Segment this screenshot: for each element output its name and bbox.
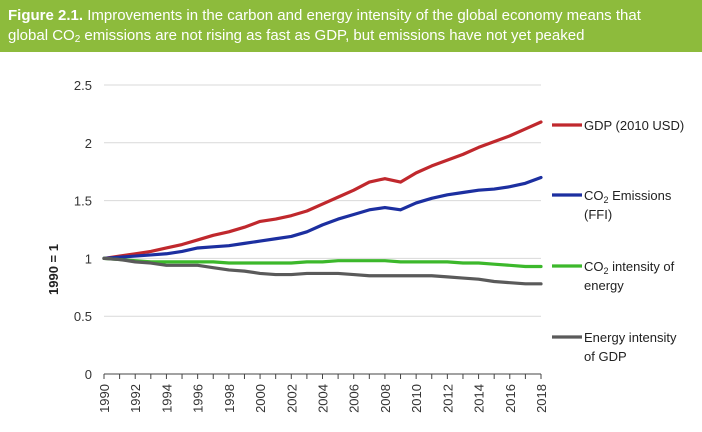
- x-tick-label: 2018: [534, 384, 549, 413]
- series-line: [102, 175, 543, 260]
- x-tick-label: 2008: [378, 384, 393, 413]
- x-tick-label: 2012: [440, 384, 455, 413]
- y-tick-label: 0: [85, 367, 92, 382]
- y-tick-label: 0.5: [74, 309, 92, 324]
- figure-title-line-2: global CO2 emissions are not rising as f…: [8, 26, 694, 46]
- x-tick-label: 1998: [222, 384, 237, 413]
- y-tick-label: 1: [85, 251, 92, 266]
- figure-title-text-1: Improvements in the carbon and energy in…: [87, 7, 641, 24]
- x-tick-label: 1992: [128, 384, 143, 413]
- x-tick-label: 2004: [316, 384, 331, 413]
- legend-label: Energy intensity: [584, 330, 677, 345]
- figure-title-text-2b: emissions are not rising as fast as GDP,…: [80, 27, 585, 44]
- x-tick-label: 2006: [347, 384, 362, 413]
- line-chart: 0 0.5 1 1.5 2 2.5 1990 1992 1994 1996 1998 2000 2002…: [46, 78, 684, 413]
- legend-label: (FFI): [584, 207, 612, 222]
- figure-title-subscript: 2: [74, 34, 81, 45]
- y-tick-label: 1.5: [74, 194, 92, 209]
- legend-label: CO2 Emissions: [584, 188, 672, 205]
- series-line: [102, 256, 543, 286]
- figure-label: Figure 2.1.: [8, 7, 84, 24]
- x-tick-label: 1996: [191, 384, 206, 413]
- x-tick-label: 1990: [97, 384, 112, 413]
- legend-label: GDP (2010 USD): [584, 118, 684, 133]
- figure-title-text-2a: global CO: [8, 27, 75, 44]
- figure-title-banner: Figure 2.1. Improvements in the carbon a…: [0, 0, 702, 52]
- y-axis-label: 1990 = 1: [46, 244, 61, 295]
- x-tick-label: 2016: [503, 384, 518, 413]
- x-tick-label: 1994: [159, 384, 174, 413]
- series-line: [102, 256, 543, 269]
- y-tick-label: 2.5: [74, 78, 92, 93]
- series-line: [102, 120, 543, 260]
- x-tick-label: 2000: [253, 384, 268, 413]
- x-tick-label: 2010: [409, 384, 424, 413]
- legend-label: CO2 intensity of: [584, 259, 675, 276]
- x-tick-label: 2014: [472, 384, 487, 413]
- y-tick-label: 2: [85, 136, 92, 151]
- legend-label: of GDP: [584, 349, 627, 364]
- figure-title-line-1: Figure 2.1. Improvements in the carbon a…: [8, 6, 694, 26]
- x-tick-label: 2002: [284, 384, 299, 413]
- legend-label: energy: [584, 278, 624, 293]
